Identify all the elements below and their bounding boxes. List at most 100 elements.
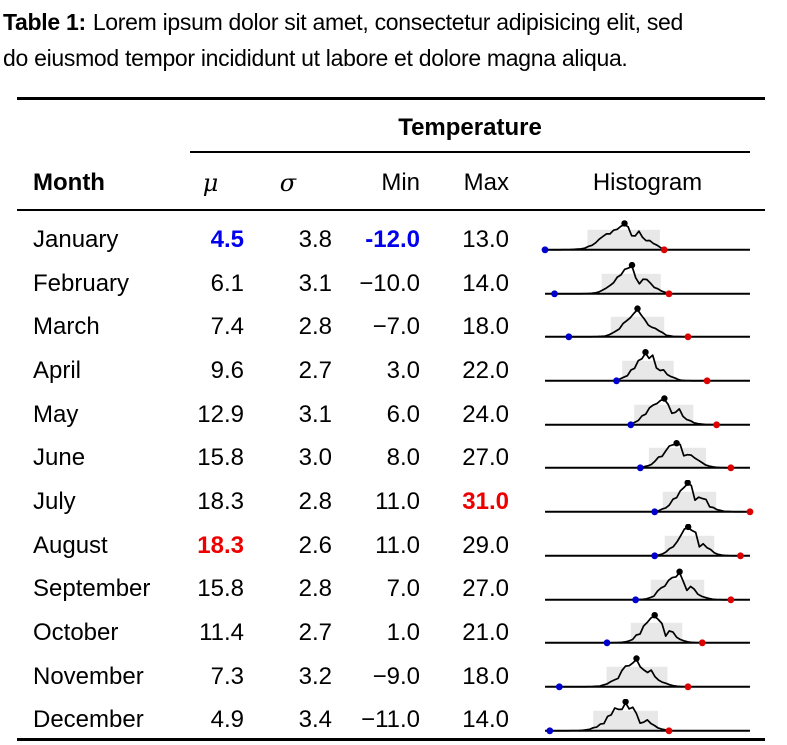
max-dot: [746, 508, 754, 516]
density-curve: [640, 443, 731, 470]
sigma-cell: 2.8: [298, 575, 332, 603]
max-dot: [698, 639, 706, 647]
caption-line-2: do eiusmod tempor incididunt ut labore e…: [3, 45, 628, 71]
month-column-header: Month: [33, 169, 105, 196]
min-cell: −9.0: [372, 662, 420, 690]
min-dot: [632, 595, 639, 603]
max-cell: 29.0: [462, 531, 509, 559]
sigma-cell: 3.4: [298, 706, 332, 734]
month-cell: December: [33, 706, 144, 734]
max-dot: [727, 595, 735, 603]
peak-dot: [628, 261, 636, 268]
sigma-cell: 2.7: [298, 619, 332, 647]
histogram-sparkline: [545, 612, 750, 647]
table-row: August 18.3 2.6 11.0 29.0: [17, 523, 765, 568]
histogram-sparkline: [541, 220, 750, 254]
table-row: April 9.6 2.7 3.0 22.0: [17, 349, 765, 393]
peak-dot: [621, 220, 628, 227]
peak-dot: [622, 698, 629, 705]
mu-column-header: μ: [202, 169, 219, 197]
sigma-cell: 3.8: [298, 225, 332, 253]
min-cell: -12.0: [365, 225, 420, 253]
histogram-sparkline: [545, 567, 750, 603]
histogram-sparkline: [545, 523, 750, 560]
sigma-cell: 3.2: [298, 662, 332, 690]
table-caption: Table 1: Lorem ipsum dolor sit amet, cons…: [3, 4, 787, 76]
histogram-cell: [509, 567, 765, 612]
table-row: January 4.5 3.8 -12.0 13.0: [17, 218, 765, 262]
max-dot: [703, 377, 711, 385]
density-curve: [545, 223, 665, 251]
histogram-sparkline: [545, 480, 754, 516]
table-row: December 4.9 3.4 −11.0 14.0: [17, 698, 765, 743]
mu-cell: 15.8: [197, 444, 244, 472]
column-header-row: Month μ σ Min Max Histogram: [17, 160, 765, 206]
peak-dot: [676, 567, 683, 575]
histogram-cell: [509, 218, 765, 262]
histogram-cell: [509, 349, 765, 393]
min-dot: [565, 333, 573, 341]
min-cell: 1.0: [386, 619, 420, 647]
sigma-band: [630, 622, 683, 643]
min-dot: [636, 464, 644, 472]
max-cell: 13.0: [462, 225, 509, 253]
min-dot: [651, 508, 659, 516]
density-curve: [559, 658, 689, 688]
min-dot: [613, 377, 620, 385]
mu-cell: 12.9: [197, 400, 244, 428]
mu-cell: 18.3: [197, 531, 244, 559]
sigma-cell: 3.1: [298, 400, 332, 428]
peak-dot: [633, 655, 640, 662]
min-dot: [651, 552, 659, 560]
histogram-cell: [509, 698, 765, 743]
max-column-header: Max: [463, 169, 509, 196]
mu-cell: 4.9: [210, 706, 244, 734]
min-dot: [555, 683, 563, 691]
histogram-sparkline: [545, 698, 750, 734]
month-cell: November: [33, 662, 144, 690]
peak-dot: [684, 480, 691, 487]
peak-dot: [651, 612, 658, 619]
max-dot: [660, 246, 668, 254]
sigma-band: [650, 579, 705, 600]
density-curve: [568, 309, 688, 339]
max-dot: [713, 421, 720, 428]
histogram-sparkline: [545, 440, 750, 472]
caption-line-1: Table 1: Lorem ipsum dolor sit amet, cons…: [3, 4, 787, 40]
max-dot: [684, 333, 692, 341]
min-dot: [627, 421, 635, 428]
table-row: May 12.9 3.1 6.0 24.0: [17, 393, 765, 437]
min-cell: −11.0: [361, 706, 420, 734]
min-cell: 11.0: [375, 531, 420, 559]
table-row: March 7.4 2.8 −7.0 18.0: [17, 305, 765, 349]
table-row: February 6.1 3.1 −10.0 14.0: [17, 261, 765, 306]
min-cell: 8.0: [386, 444, 420, 472]
density-curve: [549, 701, 670, 732]
sigma-cell: 3.0: [298, 444, 332, 472]
month-cell: April: [33, 356, 82, 384]
min-cell: 3.0: [386, 356, 420, 384]
mu-cell: 6.1: [210, 269, 244, 297]
max-dot: [727, 464, 735, 472]
table-row: November 7.3 3.2 −9.0 18.0: [17, 655, 765, 699]
mu-cell: 7.4: [210, 313, 244, 341]
min-cell: −7.0: [372, 313, 420, 341]
density-curve: [635, 571, 731, 601]
peak-dot: [661, 395, 668, 402]
caption-text-1: Lorem ipsum dolor sit amet, consectetur …: [92, 9, 684, 35]
month-cell: October: [33, 619, 119, 647]
histogram-sparkline: [545, 655, 750, 691]
mu-cell: 4.5: [210, 225, 244, 253]
max-cell: 18.0: [462, 313, 509, 341]
temperature-group-header: Temperature: [398, 114, 542, 141]
max-cell: 21.0: [462, 619, 509, 647]
min-column-header: Min: [381, 169, 420, 196]
min-cell: 6.0: [386, 400, 420, 428]
histogram-cell: [509, 305, 765, 349]
sigma-cell: 2.8: [298, 313, 332, 341]
min-cell: 7.0: [386, 575, 420, 603]
table-bottom-rule: [17, 738, 765, 741]
sigma-band: [648, 448, 707, 469]
table-top-rule: [17, 97, 765, 100]
